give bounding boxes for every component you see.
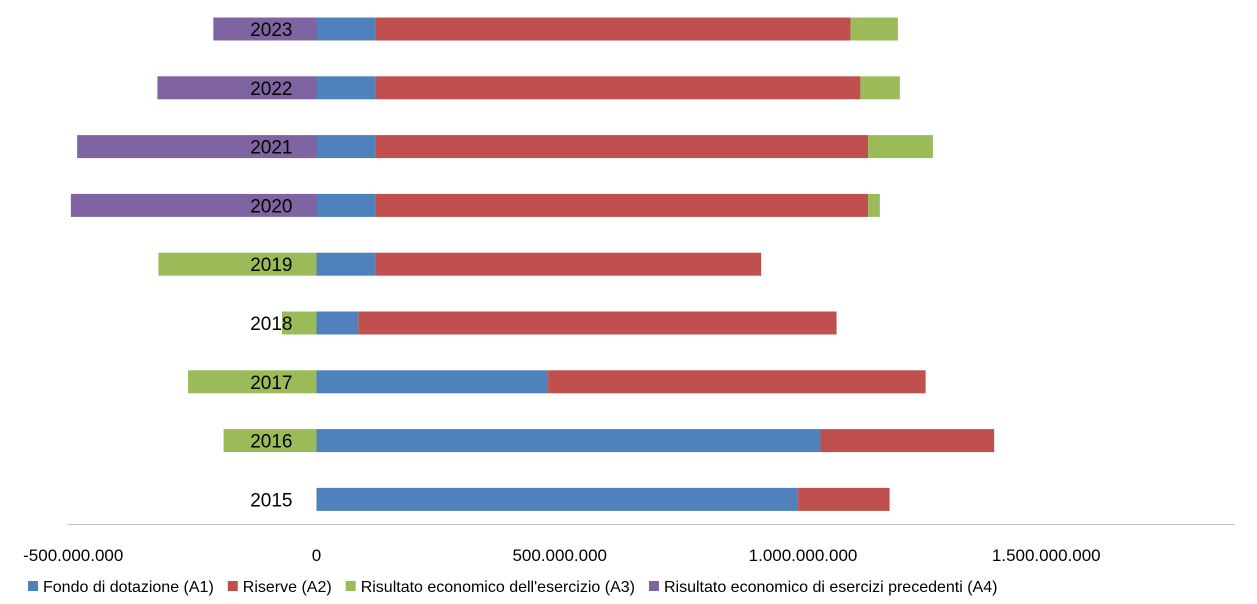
- bar-2015-series-2: [798, 487, 890, 511]
- legend-label-2: Riserve (A2): [243, 579, 332, 596]
- category-label-2017: 2017: [250, 373, 292, 394]
- bar-2021-series-1: [316, 135, 376, 159]
- category-label-2019: 2019: [250, 255, 292, 276]
- bar-2022-series-2: [375, 76, 861, 100]
- legend-swatch-1: [28, 581, 38, 591]
- bar-2020-series-4: [70, 193, 317, 217]
- bar-2018-series-3: [281, 311, 317, 335]
- x-tick-label-3: 500.000.000: [512, 546, 607, 565]
- legend-label-1: Fondo di dotazione (A1): [43, 579, 214, 596]
- bar-2021-series-4: [77, 135, 317, 159]
- x-tick-label-5: 1.500.000.000: [992, 546, 1101, 565]
- bar-2021-series-2: [375, 135, 869, 159]
- legend-swatch-3: [345, 581, 356, 591]
- legend-label-4: Risultato economico di esercizi preceden…: [664, 579, 997, 596]
- bar-2020-series-2: [375, 193, 869, 217]
- bar-2018-series-1: [316, 311, 359, 335]
- bar-2023-series-3: [850, 17, 898, 41]
- x-tick-labels: -500.000.000 0 500.000.000 1.000.000.000 1.5…: [23, 546, 1100, 565]
- bar-2019-series-3: [158, 252, 317, 276]
- bar-2023-series-1: [316, 17, 376, 41]
- x-tick-label-2: 0: [312, 546, 321, 565]
- x-tick-label-4: 1.000.000.000: [749, 546, 858, 565]
- bars-layer: [70, 17, 995, 511]
- bar-2021-series-3: [868, 135, 933, 159]
- bar-2022-series-4: [157, 76, 317, 100]
- bar-2016-series-2: [820, 429, 995, 453]
- bar-2016-series-1: [316, 429, 821, 453]
- category-label-2022: 2022: [250, 79, 292, 100]
- bar-2018-series-2: [358, 311, 837, 335]
- legend: Fondo di dotazione (A1) Riserve (A2) Risul…: [28, 579, 997, 596]
- bar-2023-series-2: [375, 17, 851, 41]
- category-label-2020: 2020: [250, 196, 292, 217]
- category-label-2023: 2023: [250, 20, 292, 41]
- legend-swatch-4: [648, 581, 659, 591]
- bar-2017-series-3: [188, 370, 317, 394]
- bar-2023-series-4: [213, 17, 317, 41]
- bar-2016-series-3: [223, 429, 317, 453]
- bar-2022-series-1: [316, 76, 376, 100]
- bar-2015-series-1: [316, 487, 799, 511]
- legend-label-3: Risultato economico dell'esercizio (A3): [361, 579, 635, 596]
- category-label-2015: 2015: [250, 490, 292, 511]
- bar-2022-series-3: [860, 76, 900, 100]
- category-label-2021: 2021: [250, 138, 292, 159]
- category-label-2018: 2018: [250, 314, 292, 335]
- bar-2017-series-2: [548, 370, 926, 394]
- bar-2020-series-3: [868, 193, 880, 217]
- bar-2019-series-2: [375, 252, 762, 276]
- bar-2020-series-1: [316, 193, 376, 217]
- bar-2017-series-1: [316, 370, 549, 394]
- x-tick-label-1: -500.000.000: [23, 546, 123, 565]
- bar-2019-series-1: [316, 252, 376, 276]
- category-label-2016: 2016: [250, 432, 292, 453]
- category-labels: 2015 2016 2017 2018 2019 2020 2021 2022 2023: [250, 20, 292, 511]
- legend-swatch-2: [227, 581, 238, 591]
